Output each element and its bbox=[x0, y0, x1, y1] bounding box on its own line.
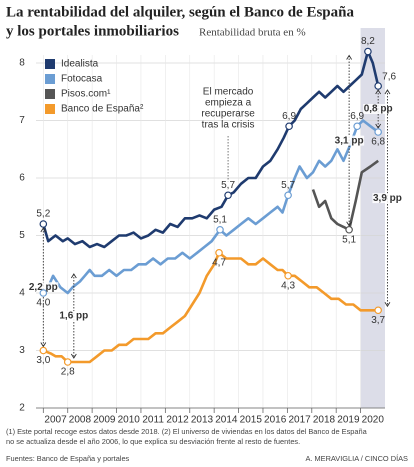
point-marker bbox=[374, 82, 382, 90]
y-tick-label: 6 bbox=[19, 173, 25, 184]
point-label: 5,7 bbox=[221, 180, 235, 191]
series-line bbox=[311, 159, 379, 232]
legend-swatch bbox=[45, 89, 55, 99]
bracket-label-bg bbox=[363, 104, 394, 114]
bracket-label: 3,9 pp bbox=[373, 193, 402, 204]
point-label: 2,8 bbox=[61, 367, 75, 378]
point-marker bbox=[216, 225, 224, 234]
bracket-label: 0,8 pp bbox=[364, 104, 393, 115]
y-tick-label: 7 bbox=[19, 115, 25, 126]
bracket-arrow bbox=[384, 302, 391, 308]
legend-swatch bbox=[45, 59, 55, 69]
point-label: 3,7 bbox=[371, 315, 385, 326]
bracket-arrow bbox=[346, 54, 353, 60]
note-text: recuperarse bbox=[201, 109, 255, 120]
note-text: tras la crisis bbox=[202, 120, 255, 131]
y-tick-label: 5 bbox=[19, 230, 25, 241]
point-label: 7,6 bbox=[382, 72, 396, 83]
footnote: (1) Este portal recoge estos datos desde… bbox=[6, 427, 368, 436]
x-tick-label: 2020 bbox=[362, 415, 385, 426]
point-marker bbox=[374, 128, 382, 136]
x-tick-label: 2016 bbox=[264, 415, 287, 426]
bracket-label-bg bbox=[372, 193, 403, 204]
point-marker bbox=[39, 220, 48, 228]
series-line bbox=[42, 50, 380, 249]
source: Fuentes: Banco de España y portales bbox=[6, 454, 130, 463]
point-label: 5,2 bbox=[36, 209, 50, 220]
bracket-arrow bbox=[346, 221, 353, 227]
bracket-arrow bbox=[375, 89, 382, 95]
point-label: 4,0 bbox=[36, 298, 50, 309]
point-marker bbox=[364, 47, 372, 56]
y-tick-label: 8 bbox=[19, 58, 25, 69]
x-tick-label: 2015 bbox=[240, 415, 263, 426]
x-tick-label: 2008 bbox=[69, 415, 92, 426]
legend-label: Idealista bbox=[61, 59, 99, 70]
y-tick-label: 2 bbox=[19, 403, 25, 414]
bracket-arrow bbox=[40, 342, 47, 348]
point-marker bbox=[63, 358, 72, 366]
legend-label: Pisos.com¹ bbox=[61, 89, 111, 100]
x-tick-label: 2010 bbox=[118, 415, 141, 426]
x-tick-label: 2017 bbox=[288, 415, 311, 426]
x-tick-label: 2019 bbox=[337, 415, 360, 426]
legend-swatch bbox=[45, 74, 55, 84]
point-label: 5,7 bbox=[281, 180, 295, 191]
bracket-arrow bbox=[70, 353, 77, 359]
point-label: 4,3 bbox=[281, 280, 295, 291]
x-tick-label: 2018 bbox=[313, 415, 336, 426]
bracket-label: 2,2 pp bbox=[29, 282, 58, 293]
point-label: 6,9 bbox=[282, 111, 296, 122]
bracket-arrow bbox=[375, 123, 382, 129]
x-tick-label: 2009 bbox=[93, 415, 116, 426]
point-label: 5,1 bbox=[213, 214, 227, 225]
point-marker bbox=[39, 289, 48, 297]
y-tick-label: 4 bbox=[19, 288, 25, 299]
point-marker bbox=[345, 225, 353, 234]
point-label: 8,2 bbox=[361, 36, 375, 47]
bracket-arrow bbox=[70, 273, 77, 279]
legend-swatch bbox=[45, 104, 55, 114]
highlight-band bbox=[360, 28, 385, 408]
credit: A. MERAVIGLIA / CINCO DÍAS bbox=[305, 454, 408, 463]
bracket-arrow bbox=[384, 89, 391, 95]
series-line bbox=[42, 251, 379, 364]
point-marker bbox=[285, 122, 293, 131]
bracket-label: 3,1 pp bbox=[335, 135, 364, 146]
legend-label: Banco de España² bbox=[61, 104, 144, 115]
note-text: empieza a bbox=[205, 98, 252, 109]
point-marker bbox=[374, 306, 382, 315]
point-label: 4,7 bbox=[212, 257, 226, 268]
chart-title: La rentabilidad del alquiler, según el B… bbox=[6, 4, 354, 20]
note-text: El mercado bbox=[203, 87, 254, 98]
bracket-arrow bbox=[40, 227, 47, 233]
chart-title: y los portales inmobiliarios bbox=[6, 23, 179, 39]
point-marker bbox=[39, 346, 48, 355]
y-tick-label: 3 bbox=[19, 345, 25, 356]
legend-label: Fotocasa bbox=[61, 74, 103, 85]
point-marker bbox=[284, 191, 292, 200]
point-label: 5,1 bbox=[342, 234, 356, 245]
point-label: 6,8 bbox=[371, 137, 385, 148]
bracket-label-bg bbox=[28, 282, 59, 293]
series-line bbox=[42, 119, 379, 295]
x-tick-label: 2011 bbox=[142, 415, 164, 426]
point-marker bbox=[215, 248, 223, 257]
point-label: 3,0 bbox=[36, 355, 50, 366]
point-marker bbox=[284, 271, 292, 280]
bracket-label-bg bbox=[58, 311, 89, 321]
point-marker bbox=[224, 191, 232, 200]
footnote: no se actualiza desde el año 2006, lo qu… bbox=[6, 437, 300, 446]
bracket-label: 1,6 pp bbox=[59, 311, 88, 322]
chart-subtitle: Rentabilidad bruta en % bbox=[199, 27, 306, 39]
x-tick-label: 2012 bbox=[166, 415, 189, 426]
x-tick-label: 2013 bbox=[191, 415, 214, 426]
x-tick-label: 2007 bbox=[44, 415, 67, 426]
bracket-label-bg bbox=[334, 135, 365, 146]
point-marker bbox=[353, 122, 361, 131]
point-label: 6,9 bbox=[350, 111, 364, 122]
x-tick-label: 2014 bbox=[215, 415, 238, 426]
